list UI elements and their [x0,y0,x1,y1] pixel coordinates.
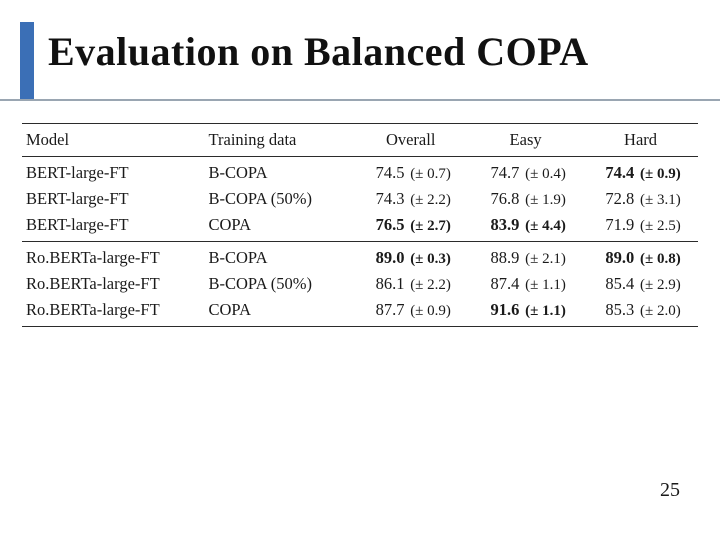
col-model: Model [22,124,205,157]
table-header-row: Model Training data Overall Easy Hard [22,124,698,157]
cell-overall: 74.3 (± 2.2) [353,186,468,212]
results-table-container: Model Training data Overall Easy Hard BE… [22,123,698,327]
cell-hard: 71.9 (± 2.5) [583,212,698,242]
cell-model: BERT-large-FT [22,186,205,212]
cell-hard: 72.8 (± 3.1) [583,186,698,212]
col-train: Training data [205,124,354,157]
cell-model: Ro.BERTa-large-FT [22,297,205,327]
results-table: Model Training data Overall Easy Hard BE… [22,123,698,327]
page-number: 25 [660,479,680,502]
cell-easy: 74.7 (± 0.4) [468,157,583,187]
table-row: BERT-large-FTB-COPA74.5 (± 0.7)74.7 (± 0… [22,157,698,187]
table-row: BERT-large-FTCOPA76.5 (± 2.7)83.9 (± 4.4… [22,212,698,242]
cell-model: Ro.BERTa-large-FT [22,242,205,272]
cell-easy: 91.6 (± 1.1) [468,297,583,327]
cell-overall: 87.7 (± 0.9) [353,297,468,327]
cell-hard: 74.4 (± 0.9) [583,157,698,187]
slide-header: Evaluation on Balanced COPA [0,0,720,75]
cell-model: BERT-large-FT [22,212,205,242]
page-title: Evaluation on Balanced COPA [48,28,720,75]
cell-train: B-COPA (50%) [205,271,354,297]
cell-easy: 83.9 (± 4.4) [468,212,583,242]
cell-overall: 74.5 (± 0.7) [353,157,468,187]
cell-model: BERT-large-FT [22,157,205,187]
cell-easy: 76.8 (± 1.9) [468,186,583,212]
cell-train: COPA [205,297,354,327]
cell-train: COPA [205,212,354,242]
col-hard: Hard [583,124,698,157]
cell-hard: 85.4 (± 2.9) [583,271,698,297]
cell-hard: 89.0 (± 0.8) [583,242,698,272]
cell-easy: 88.9 (± 2.1) [468,242,583,272]
table-row: BERT-large-FTB-COPA (50%)74.3 (± 2.2)76.… [22,186,698,212]
cell-overall: 76.5 (± 2.7) [353,212,468,242]
cell-easy: 87.4 (± 1.1) [468,271,583,297]
table-row: Ro.BERTa-large-FTB-COPA89.0 (± 0.3)88.9 … [22,242,698,272]
col-easy: Easy [468,124,583,157]
cell-overall: 89.0 (± 0.3) [353,242,468,272]
cell-model: Ro.BERTa-large-FT [22,271,205,297]
col-overall: Overall [353,124,468,157]
title-underline [0,99,720,101]
table-row: Ro.BERTa-large-FTB-COPA (50%)86.1 (± 2.2… [22,271,698,297]
table-row: Ro.BERTa-large-FTCOPA87.7 (± 0.9)91.6 (±… [22,297,698,327]
accent-bar [20,22,34,100]
cell-train: B-COPA [205,157,354,187]
cell-train: B-COPA (50%) [205,186,354,212]
cell-hard: 85.3 (± 2.0) [583,297,698,327]
cell-overall: 86.1 (± 2.2) [353,271,468,297]
cell-train: B-COPA [205,242,354,272]
